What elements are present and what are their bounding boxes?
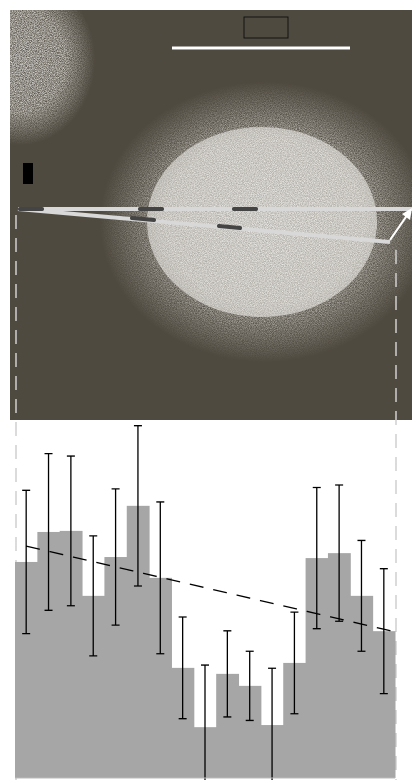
figure (0, 0, 412, 780)
histogram (15, 426, 396, 780)
marker (23, 163, 33, 184)
page: (() => { const data = JSON.parse(documen… (0, 0, 412, 780)
micrograph (0, 0, 412, 420)
